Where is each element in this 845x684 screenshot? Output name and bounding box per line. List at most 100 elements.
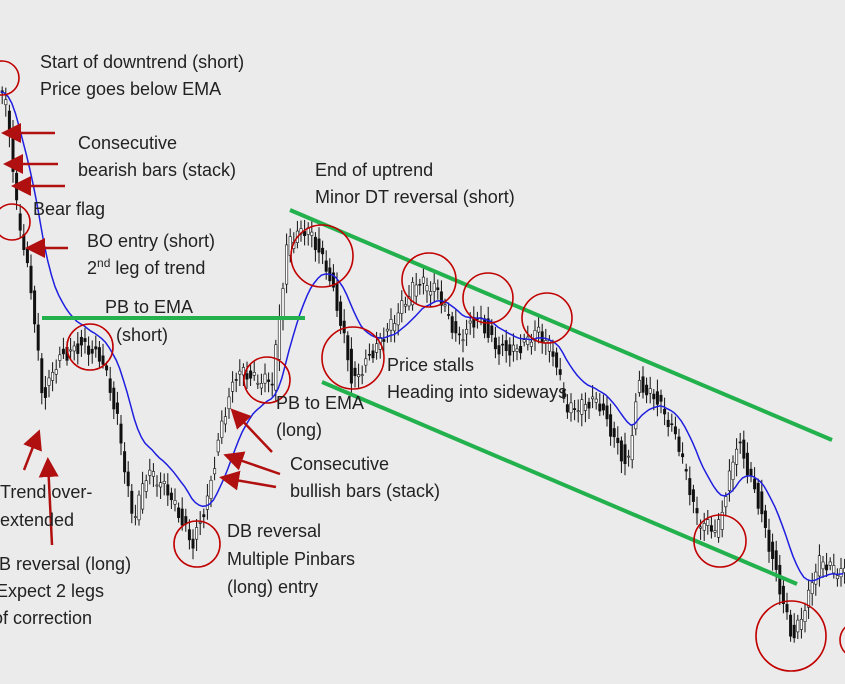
circle <box>0 203 31 241</box>
candle-body <box>421 276 425 284</box>
label: Multiple Pinbars <box>227 549 355 569</box>
candle-body <box>159 482 163 488</box>
candle-body <box>565 404 569 413</box>
arrow <box>223 451 281 476</box>
candle-body <box>94 346 98 350</box>
candle-body <box>177 507 181 518</box>
candle-body <box>105 365 109 371</box>
candle-body <box>407 296 411 307</box>
candle-body <box>61 348 65 355</box>
candle-body <box>418 283 422 286</box>
label: BO entry (short) <box>87 231 215 251</box>
candle-body <box>825 564 829 571</box>
candle-body <box>465 328 469 335</box>
candle-body <box>652 393 656 400</box>
label: of correction <box>0 608 92 628</box>
candle-body <box>735 448 739 465</box>
candle-body <box>522 339 526 343</box>
candle-body <box>749 468 753 477</box>
circle <box>755 600 827 672</box>
candle-body <box>796 619 800 633</box>
candle-body <box>187 529 191 541</box>
candle-body <box>346 335 350 361</box>
candle-body <box>238 370 242 375</box>
candle-body <box>569 402 573 414</box>
candle-body <box>745 452 749 476</box>
label: Start of downtrend (short) <box>40 52 244 72</box>
candle-body <box>169 492 173 501</box>
candle-body <box>562 389 566 399</box>
candle-body <box>256 382 260 385</box>
candle-body <box>645 384 649 396</box>
candle-body <box>447 314 451 316</box>
candle-body <box>72 345 76 352</box>
candle-body <box>353 367 357 377</box>
candle-body <box>576 410 580 413</box>
label: bullish bars (stack) <box>290 481 440 501</box>
candle-body <box>760 491 764 515</box>
candle-body <box>155 484 159 487</box>
candle-body <box>839 568 843 578</box>
candle-body <box>321 247 325 255</box>
upper-channel <box>289 208 833 442</box>
candle-body <box>317 238 321 253</box>
candle-body <box>205 495 209 510</box>
candle-body <box>598 403 602 412</box>
circle <box>462 272 514 324</box>
candle-body <box>137 494 141 521</box>
candle-body <box>587 401 591 409</box>
candle-body <box>357 374 361 378</box>
candle-body <box>727 470 731 491</box>
candle-body <box>659 394 663 402</box>
candle-body <box>533 330 537 342</box>
candle-body <box>504 340 508 351</box>
candle-body <box>580 399 584 415</box>
candle-body <box>375 343 379 353</box>
candle-body <box>637 380 641 393</box>
candle-body <box>508 344 512 356</box>
arrows <box>1 123 281 546</box>
candle-body <box>360 374 364 376</box>
label: 2nd leg of trend <box>87 256 205 278</box>
candle-body <box>573 408 577 411</box>
candle-body <box>666 419 670 427</box>
label: Bear flag <box>33 199 105 219</box>
candle-body <box>688 478 692 496</box>
candle-body <box>162 480 166 484</box>
candle-body <box>385 328 389 332</box>
candle-body <box>519 345 523 354</box>
candle-body <box>742 439 746 459</box>
candle-body <box>141 483 145 510</box>
candle-body <box>695 508 699 514</box>
candle-body <box>432 282 436 292</box>
candle-body <box>663 408 667 415</box>
candle-body <box>684 469 688 472</box>
candle-body <box>241 367 245 376</box>
candle-body <box>648 388 652 394</box>
candle-body <box>706 519 710 526</box>
candle-body <box>803 610 807 622</box>
candle-body <box>220 420 224 438</box>
candle-body <box>781 585 785 604</box>
candle-body <box>623 444 627 465</box>
label: Price goes below EMA <box>40 79 221 99</box>
candle-body <box>493 337 497 350</box>
candle-body <box>619 440 623 462</box>
highlight-circles <box>0 60 845 672</box>
candle-body <box>709 525 713 532</box>
candle-body <box>267 379 271 382</box>
candle-body <box>601 403 605 411</box>
candle-body <box>393 323 397 332</box>
candle-body <box>807 589 811 608</box>
candle-body <box>115 402 119 414</box>
candle-body <box>133 516 137 518</box>
candle-body <box>40 358 44 394</box>
candle-body <box>263 373 267 384</box>
candle-body <box>605 405 609 420</box>
candle-body <box>436 287 440 291</box>
arrow <box>219 470 277 491</box>
candle-body <box>54 369 58 375</box>
candle-body <box>180 508 184 526</box>
candle-body <box>198 522 202 524</box>
